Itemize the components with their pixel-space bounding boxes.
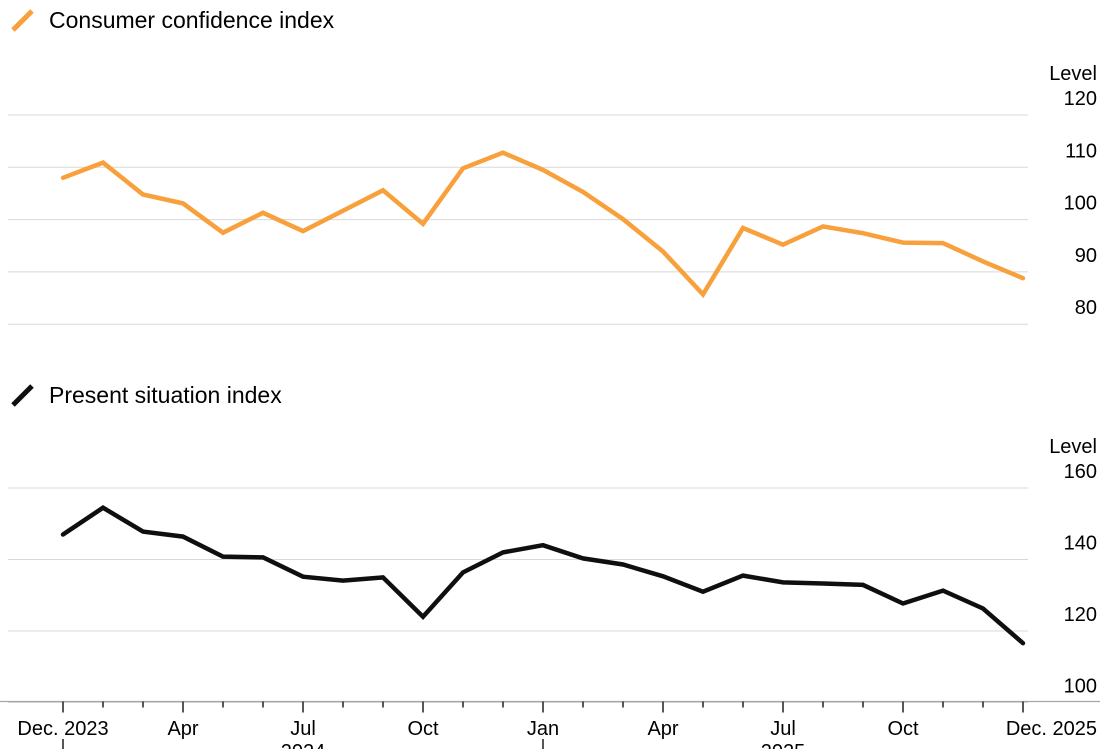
x-tick-label: Dec. 2025 <box>1006 718 1097 740</box>
y-tick-label: 90 <box>1075 245 1097 267</box>
x-tick-label: Apr <box>167 718 198 740</box>
y-tick-label: 110 <box>1065 140 1097 162</box>
data-line-present-situation <box>60 505 1026 646</box>
y-tick-label: 100 <box>1064 193 1097 215</box>
y-tick-label: 80 <box>1075 297 1097 319</box>
top-chart: Level 120 110 100 90 80 <box>8 63 1097 325</box>
x-tick-label: Oct <box>887 718 919 740</box>
data-line-consumer-confidence <box>60 150 1026 299</box>
y-axis-unit-label: Level <box>1049 63 1097 85</box>
y-tick-label: 160 <box>1064 461 1097 483</box>
legend-label-present-situation: Present situation index <box>49 381 282 408</box>
x-axis: Dec. 2023 Apr Jul Oct Jan Apr Jul Oct Dec. 2025 2… <box>0 700 1100 749</box>
line-series-icon <box>11 9 34 32</box>
x-tick-label: Apr <box>647 718 678 740</box>
year-label: 2025 <box>761 741 806 749</box>
x-tick-label: Dec. 2023 <box>17 718 108 740</box>
legend-present-situation: Present situation index <box>10 381 282 409</box>
y-tick-label: 140 <box>1064 533 1097 555</box>
y-tick-label: 100 <box>1064 676 1097 698</box>
x-tick-label: Jul <box>290 718 316 740</box>
y-tick-label: 120 <box>1064 88 1097 110</box>
line-series-icon <box>11 384 34 407</box>
legend-label-consumer-confidence: Consumer confidence index <box>49 6 335 33</box>
x-tick-label: Oct <box>407 718 439 740</box>
y-tick-label: 120 <box>1064 604 1097 626</box>
year-label: 2024 <box>281 741 326 749</box>
legend-consumer-confidence: Consumer confidence index <box>10 6 334 34</box>
x-tick-label: Jul <box>770 718 796 740</box>
x-tick-label: Jan <box>527 718 559 740</box>
bottom-chart: Level 160 140 120 100 <box>8 436 1097 703</box>
y-axis-unit-label: Level <box>1049 436 1097 458</box>
